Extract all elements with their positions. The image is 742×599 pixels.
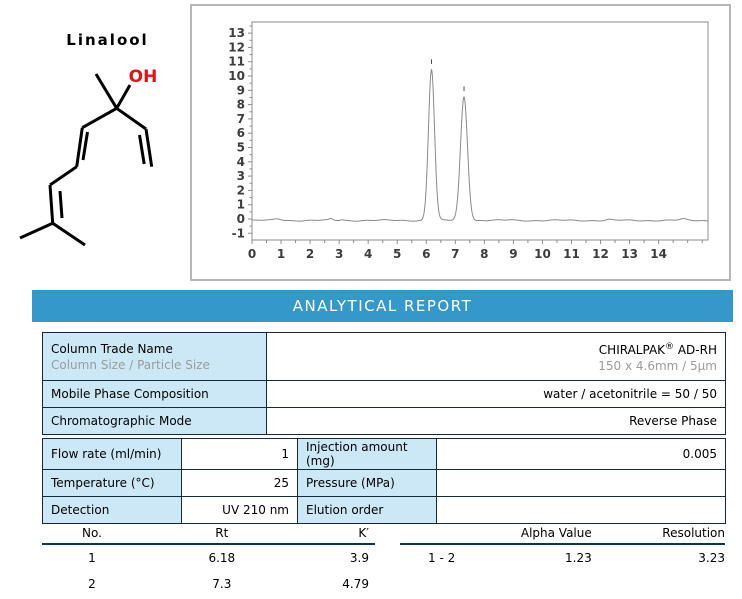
report-banner-title: ANALYTICAL REPORT [292,297,473,315]
flow-rate-label: Flow rate (ml/min) [42,438,182,470]
svg-text:9: 9 [509,247,517,261]
svg-text:6: 6 [422,247,430,261]
separation-row-1: 1 - 2 1.23 3.23 [428,551,725,565]
skeleton-bonds [19,73,154,247]
temperature-value: 25 [181,469,298,497]
registered-trademark-symbol: ® [665,342,675,352]
svg-text:4: 4 [364,247,372,261]
linalool-structure-diagram: OH [19,67,158,247]
svg-text:2: 2 [237,183,245,197]
separation-header-resolution: Resolution [662,526,725,540]
elution-order-label: Elution order [297,496,437,524]
svg-text:6: 6 [237,126,245,140]
elution-order-value [436,496,726,524]
svg-text:3: 3 [237,169,245,183]
peaks-row-2: 2 7.3 4.79 [88,577,369,591]
svg-text:5: 5 [237,141,245,155]
svg-text:2: 2 [306,247,314,261]
pressure-label: Pressure (MPa) [297,469,437,497]
svg-text:10: 10 [534,247,551,261]
peaks-header-no: No. [81,526,102,540]
svg-text:11: 11 [228,55,245,69]
svg-text:11: 11 [563,247,580,261]
svg-text:9: 9 [237,83,245,97]
mobile-phase-label: Mobile Phase Composition [42,380,267,408]
svg-text:7: 7 [237,112,245,126]
peaks-table: No. Rt K′ 1 6.18 3.9 2 7.3 4.79 [42,522,375,597]
separation-table: Alpha Value Resolution 1 - 2 1.23 3.23 [400,522,725,571]
peaks-table-header: No. Rt K′ [42,522,375,545]
svg-text:12: 12 [592,247,609,261]
svg-text:3: 3 [335,247,343,261]
svg-text:12: 12 [228,40,245,54]
peaks-row-1: 1 6.18 3.9 [88,551,369,565]
svg-text:1: 1 [277,247,285,261]
svg-text:13: 13 [228,26,245,40]
conditions-table: Flow rate (ml/min) 1 Injection amount (m… [42,438,726,524]
svg-text:14: 14 [650,247,667,261]
compound-name: Linalool [66,31,149,49]
svg-text:8: 8 [480,247,488,261]
chromatographic-mode-value: Reverse Phase [266,407,726,435]
svg-text:0: 0 [248,247,256,261]
svg-text:5: 5 [393,247,401,261]
svg-text:10: 10 [228,69,245,83]
peaks-header-kprime: K′ [358,526,369,540]
hydroxyl-label: OH [129,67,158,87]
flow-rate-value: 1 [181,438,298,470]
svg-text:7: 7 [451,247,459,261]
svg-text:-1: -1 [232,226,245,240]
mobile-phase-value: water / acetonitrile = 50 / 50 [266,380,726,408]
detection-value: UV 210 nm [181,496,298,524]
chromatographic-mode-label: Chromatographic Mode [42,407,267,435]
column-info-table: Column Trade Name Column Size / Particle… [42,332,726,435]
svg-text:8: 8 [237,98,245,112]
pressure-value [436,469,726,497]
temperature-label: Temperature (°C) [42,469,182,497]
injection-amount-value: 0.005 [436,438,726,470]
peaks-header-rt: Rt [215,526,229,540]
detection-label: Detection [42,496,182,524]
column-trade-name-label: Column Trade Name Column Size / Particle… [42,332,267,381]
injection-amount-label: Injection amount (mg) [297,438,437,470]
svg-text:4: 4 [237,155,245,169]
svg-text:1: 1 [237,198,245,212]
report-banner: ANALYTICAL REPORT [32,290,733,322]
svg-text:0: 0 [237,212,245,226]
separation-header-alpha: Alpha Value [520,526,592,540]
column-trade-name-value: CHIRALPAK® AD-RH 150 x 4.6mm / 5µm [266,332,726,381]
separation-table-header: Alpha Value Resolution [400,522,725,545]
svg-text:13: 13 [621,247,638,261]
chromatogram-panel: 0 1 2 3 4 5 6 7 8 9 10 11 12 13 14 -1 0 1 2 3 4 5 6 7 8 9 10 11 12 13 [190,4,731,281]
